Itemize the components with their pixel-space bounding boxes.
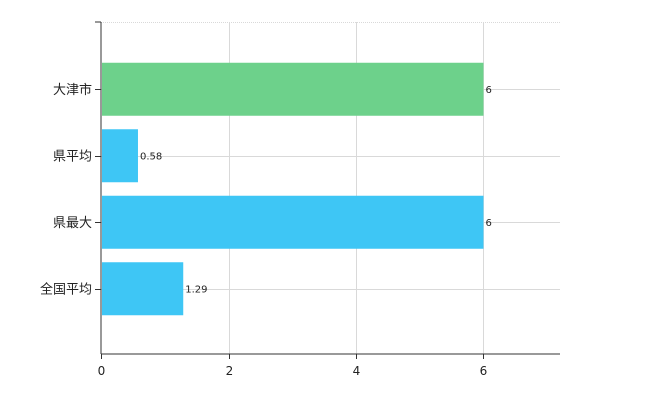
bar bbox=[102, 62, 484, 116]
data-labels: 6 0.58 6 1.29 bbox=[140, 85, 492, 296]
data-label: 6 bbox=[486, 85, 492, 96]
bar bbox=[102, 195, 484, 249]
bars bbox=[102, 62, 484, 316]
bar bbox=[102, 262, 184, 316]
data-label: 1.29 bbox=[185, 284, 207, 295]
x-axis-ticks: 0 2 4 6 bbox=[98, 354, 488, 378]
x-tick-label: 2 bbox=[226, 364, 234, 378]
category-label: 全国平均 bbox=[40, 281, 92, 297]
category-label: 大津市 bbox=[53, 82, 92, 98]
x-tick-label: 4 bbox=[353, 364, 361, 378]
x-tick-label: 6 bbox=[480, 364, 488, 378]
data-label: 0.58 bbox=[140, 151, 162, 162]
x-tick-label: 0 bbox=[98, 364, 106, 378]
data-label: 6 bbox=[486, 218, 492, 229]
category-label: 県平均 bbox=[53, 149, 92, 164]
bar bbox=[102, 129, 138, 183]
category-label: 県最大 bbox=[53, 216, 92, 231]
